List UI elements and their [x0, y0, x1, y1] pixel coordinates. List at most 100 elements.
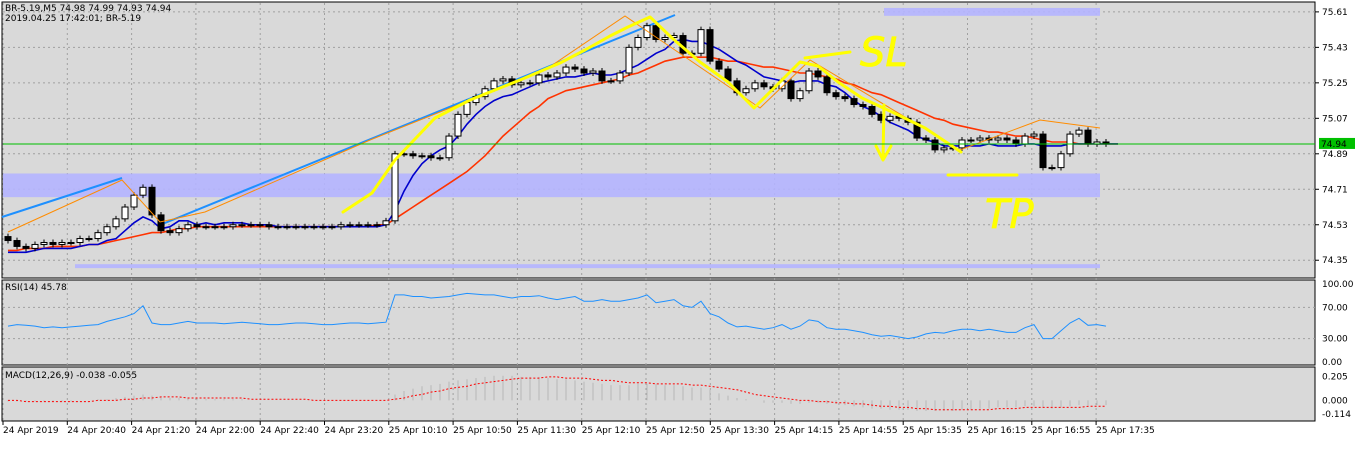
candle-bearish[interactable] [913, 121, 921, 139]
candle-bullish[interactable] [967, 139, 975, 142]
candle-bullish[interactable] [58, 241, 66, 245]
candle-bullish[interactable] [607, 80, 615, 83]
macd-panel[interactable] [1, 366, 1316, 422]
candle-bullish[interactable] [94, 232, 102, 240]
candle-bullish[interactable] [319, 226, 327, 229]
candle-bullish[interactable] [346, 224, 354, 227]
candle-bullish[interactable] [310, 226, 318, 229]
candle-bullish[interactable] [994, 137, 1002, 141]
candle-bullish[interactable] [535, 74, 543, 84]
candle-bullish[interactable] [418, 155, 426, 158]
candle-bearish[interactable] [157, 214, 165, 232]
candle-bearish[interactable] [544, 74, 552, 78]
candle-bearish[interactable] [814, 70, 822, 78]
candle-bullish[interactable] [85, 238, 93, 241]
candle-bearish[interactable] [166, 230, 174, 234]
candle-bullish[interactable] [886, 115, 894, 121]
candle-bullish[interactable] [517, 82, 525, 86]
candle-bearish[interactable] [571, 66, 579, 70]
candle-bullish[interactable] [634, 37, 642, 48]
candle-bearish[interactable] [1039, 133, 1047, 169]
candle-bullish[interactable] [976, 137, 984, 141]
candle-bearish[interactable] [760, 82, 768, 88]
candle-bearish[interactable] [580, 68, 588, 74]
candle-bullish[interactable] [661, 37, 669, 40]
candle-bearish[interactable] [598, 70, 606, 82]
trendline-left[interactable] [1, 177, 123, 218]
candle-bullish[interactable] [490, 80, 498, 90]
candle-bullish[interactable] [751, 82, 759, 90]
candle-bullish[interactable] [526, 82, 534, 85]
candle-bearish[interactable] [931, 139, 939, 151]
candle-bullish[interactable] [382, 220, 390, 226]
candle-bullish[interactable] [616, 72, 624, 82]
candle-bullish[interactable] [328, 226, 336, 229]
candle-bullish[interactable] [463, 102, 471, 115]
candle-bullish[interactable] [220, 226, 228, 229]
candle-bearish[interactable] [4, 236, 12, 242]
candle-bearish[interactable] [49, 241, 57, 245]
candle-bearish[interactable] [1084, 129, 1092, 145]
candle-bearish[interactable] [922, 137, 930, 141]
candle-bearish[interactable] [1012, 139, 1020, 145]
candle-bullish[interactable] [31, 243, 39, 249]
candle-bullish[interactable] [247, 224, 255, 227]
candle-bullish[interactable] [1030, 133, 1038, 137]
candle-bullish[interactable] [202, 226, 210, 229]
candle-bullish[interactable] [499, 78, 507, 82]
price-zone[interactable] [75, 264, 1100, 269]
candle-bullish[interactable] [139, 186, 147, 196]
candle-bearish[interactable] [859, 104, 867, 107]
candle-bullish[interactable] [562, 66, 570, 74]
candle-bullish[interactable] [697, 29, 705, 54]
candle-bullish[interactable] [292, 226, 300, 229]
candle-bullish[interactable] [1048, 167, 1056, 170]
candle-bearish[interactable] [787, 80, 795, 100]
candle-bearish[interactable] [706, 29, 714, 62]
candle-bullish[interactable] [274, 226, 282, 229]
candle-bullish[interactable] [283, 226, 291, 229]
candle-bullish[interactable] [805, 70, 813, 92]
candle-bullish[interactable] [625, 46, 633, 74]
candle-bearish[interactable] [715, 60, 723, 70]
candle-bearish[interactable] [823, 76, 831, 94]
candle-bullish[interactable] [112, 218, 120, 228]
price-zone[interactable] [3, 173, 1100, 198]
candle-bearish[interactable] [13, 240, 21, 247]
candle-bullish[interactable] [454, 113, 462, 137]
candle-bearish[interactable] [265, 224, 273, 228]
candle-bullish[interactable] [175, 228, 183, 234]
candle-bullish[interactable] [1057, 153, 1065, 169]
candle-bullish[interactable] [301, 226, 309, 229]
candle-bullish[interactable] [76, 238, 84, 243]
candle-bullish[interactable] [940, 147, 948, 151]
candle-bullish[interactable] [238, 224, 246, 227]
candle-bullish[interactable] [436, 157, 444, 160]
candle-bullish[interactable] [796, 90, 804, 100]
candle-bullish[interactable] [445, 135, 453, 159]
candle-bullish[interactable] [229, 224, 237, 228]
candle-bullish[interactable] [742, 88, 750, 94]
candle-bearish[interactable] [193, 224, 201, 228]
candle-bearish[interactable] [850, 98, 858, 106]
candle-bullish[interactable] [337, 224, 345, 228]
candle-bearish[interactable] [1003, 137, 1011, 141]
candle-bullish[interactable] [67, 241, 75, 244]
candle-bullish[interactable] [103, 226, 111, 234]
candle-bearish[interactable] [22, 245, 30, 249]
trendline-main[interactable] [159, 14, 676, 226]
candle-bullish[interactable] [1075, 129, 1083, 135]
price-zone[interactable] [884, 7, 1100, 16]
candle-bullish[interactable] [391, 153, 399, 222]
candle-bullish[interactable] [589, 70, 597, 74]
candle-bullish[interactable] [40, 241, 48, 245]
candle-bullish[interactable] [121, 206, 129, 220]
candle-bullish[interactable] [184, 224, 192, 230]
candle-bullish[interactable] [364, 224, 372, 227]
candle-bullish[interactable] [256, 224, 264, 227]
candle-bearish[interactable] [868, 105, 876, 115]
candle-bearish[interactable] [427, 155, 435, 159]
candle-bullish[interactable] [130, 194, 138, 208]
candle-bullish[interactable] [1021, 135, 1029, 145]
candle-bearish[interactable] [148, 186, 156, 216]
